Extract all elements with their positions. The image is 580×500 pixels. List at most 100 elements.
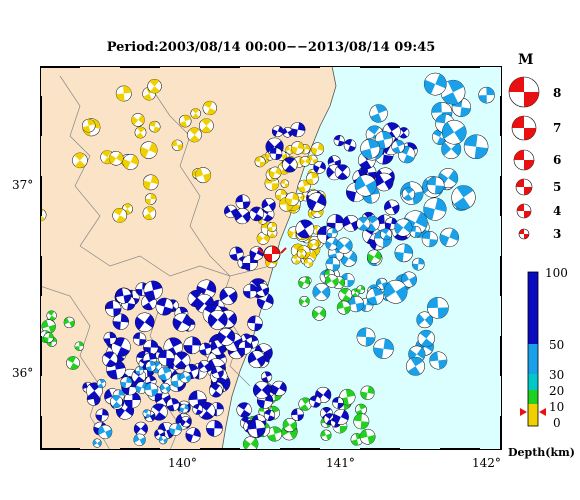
focal-mechanism [354, 174, 377, 197]
focal-mechanism [206, 419, 223, 437]
focal-mechanism [417, 329, 435, 348]
focal-mechanism [326, 227, 338, 239]
focal-mechanism [340, 250, 358, 267]
focal-mechanism [219, 286, 238, 305]
focal-mechanism [115, 287, 132, 304]
focal-mechanism [325, 274, 339, 288]
depth-tick-0: 0 [553, 416, 561, 430]
focal-mechanism [43, 332, 54, 343]
focal-mechanism [285, 192, 300, 207]
focal-mechanism [142, 174, 159, 191]
focal-mechanism [439, 227, 459, 248]
focal-mechanism [360, 385, 375, 400]
focal-mechanism [423, 197, 447, 221]
focal-mechanism [95, 408, 109, 422]
focal-mechanism [105, 300, 122, 317]
focal-mechanism [275, 189, 287, 201]
focal-mechanism [115, 85, 132, 102]
focal-mechanism [306, 172, 319, 185]
focal-mechanism [320, 429, 332, 441]
focal-mechanism [236, 402, 252, 418]
focal-mechanism [394, 218, 413, 237]
focal-mechanism [96, 378, 107, 389]
focal-mechanism [296, 248, 307, 259]
focal-mechanism [242, 283, 258, 299]
focal-mechanism [440, 79, 466, 105]
focal-mechanism [373, 338, 394, 359]
mag-label-8: 8 [553, 86, 562, 100]
focal-mechanism [92, 438, 102, 448]
focal-mechanism [72, 152, 88, 169]
focal-mechanism [309, 395, 322, 408]
focal-mechanism [312, 306, 327, 321]
mag-symbol-7 [511, 115, 537, 141]
depth-tick-100: 100 [545, 266, 568, 280]
focal-mechanism [269, 147, 283, 161]
focal-mechanism [336, 237, 353, 254]
depth-tick-30: 30 [549, 368, 565, 382]
mag-label-4: 4 [553, 204, 562, 218]
focal-mechanism [217, 328, 236, 346]
focal-mechanism [202, 100, 217, 116]
focal-mechanism [261, 371, 273, 383]
lat-tick-36: 36° [12, 366, 34, 380]
mag-symbol-8 [508, 76, 540, 108]
focal-mechanism [267, 426, 283, 442]
focal-mechanism [185, 427, 201, 443]
focal-mechanism [356, 327, 376, 347]
focal-mechanism [332, 396, 344, 409]
focal-mechanism [406, 356, 425, 376]
focal-mechanism [229, 246, 244, 261]
focal-mechanism [66, 356, 80, 370]
focal-mechanism [356, 216, 371, 231]
focal-mechanism [356, 285, 366, 294]
mag-symbol-3 [518, 228, 530, 240]
focal-mechanism [383, 279, 408, 304]
focal-mechanism [134, 126, 147, 139]
focal-mechanism [367, 249, 382, 264]
focal-mechanism [299, 295, 310, 307]
focal-mechanism [267, 222, 278, 232]
focal-mechanism [398, 127, 410, 139]
focal-mechanism [353, 413, 370, 430]
focal-mechanism [343, 139, 357, 152]
focal-mechanism [451, 185, 476, 210]
focal-mechanism [290, 122, 306, 138]
focal-mechanism [336, 300, 351, 315]
depth-tick-50: 50 [549, 338, 565, 352]
focal-mechanism [359, 428, 376, 445]
focal-mechanism [366, 287, 384, 305]
focal-mechanism [135, 366, 144, 375]
focal-mechanism [143, 339, 159, 356]
focal-mechanism [158, 435, 168, 445]
focal-mechanism [478, 86, 495, 104]
focal-mechanism [427, 296, 449, 319]
focal-mechanism [334, 164, 351, 180]
focal-mechanism [303, 258, 314, 268]
focal-mechanism [142, 206, 157, 220]
focal-mechanism [307, 192, 327, 212]
focal-mechanism [133, 421, 148, 436]
focal-mechanism [421, 231, 438, 248]
focal-mechanism [247, 350, 266, 369]
focal-mechanism [195, 167, 212, 184]
focal-mechanism [148, 120, 161, 133]
focal-mechanism [102, 351, 118, 368]
focal-mechanism [81, 118, 96, 133]
focal-mechanism [190, 108, 201, 119]
focal-mechanism [224, 204, 238, 219]
mag-symbol-4 [516, 203, 532, 219]
focal-mechanism [144, 382, 159, 397]
focal-mechanism [297, 179, 311, 193]
focal-mechanism [120, 376, 133, 389]
mag-symbol-5 [515, 178, 533, 196]
focal-mechanism [325, 257, 341, 272]
seismicity-map[interactable] [40, 66, 502, 450]
focal-mechanism [131, 113, 145, 127]
focal-mechanism [290, 141, 305, 155]
focal-mechanism [426, 176, 445, 195]
focal-mechanism [145, 360, 157, 372]
focal-mechanism [282, 417, 297, 433]
focal-mechanism [179, 403, 189, 414]
focal-mechanism [132, 332, 147, 346]
